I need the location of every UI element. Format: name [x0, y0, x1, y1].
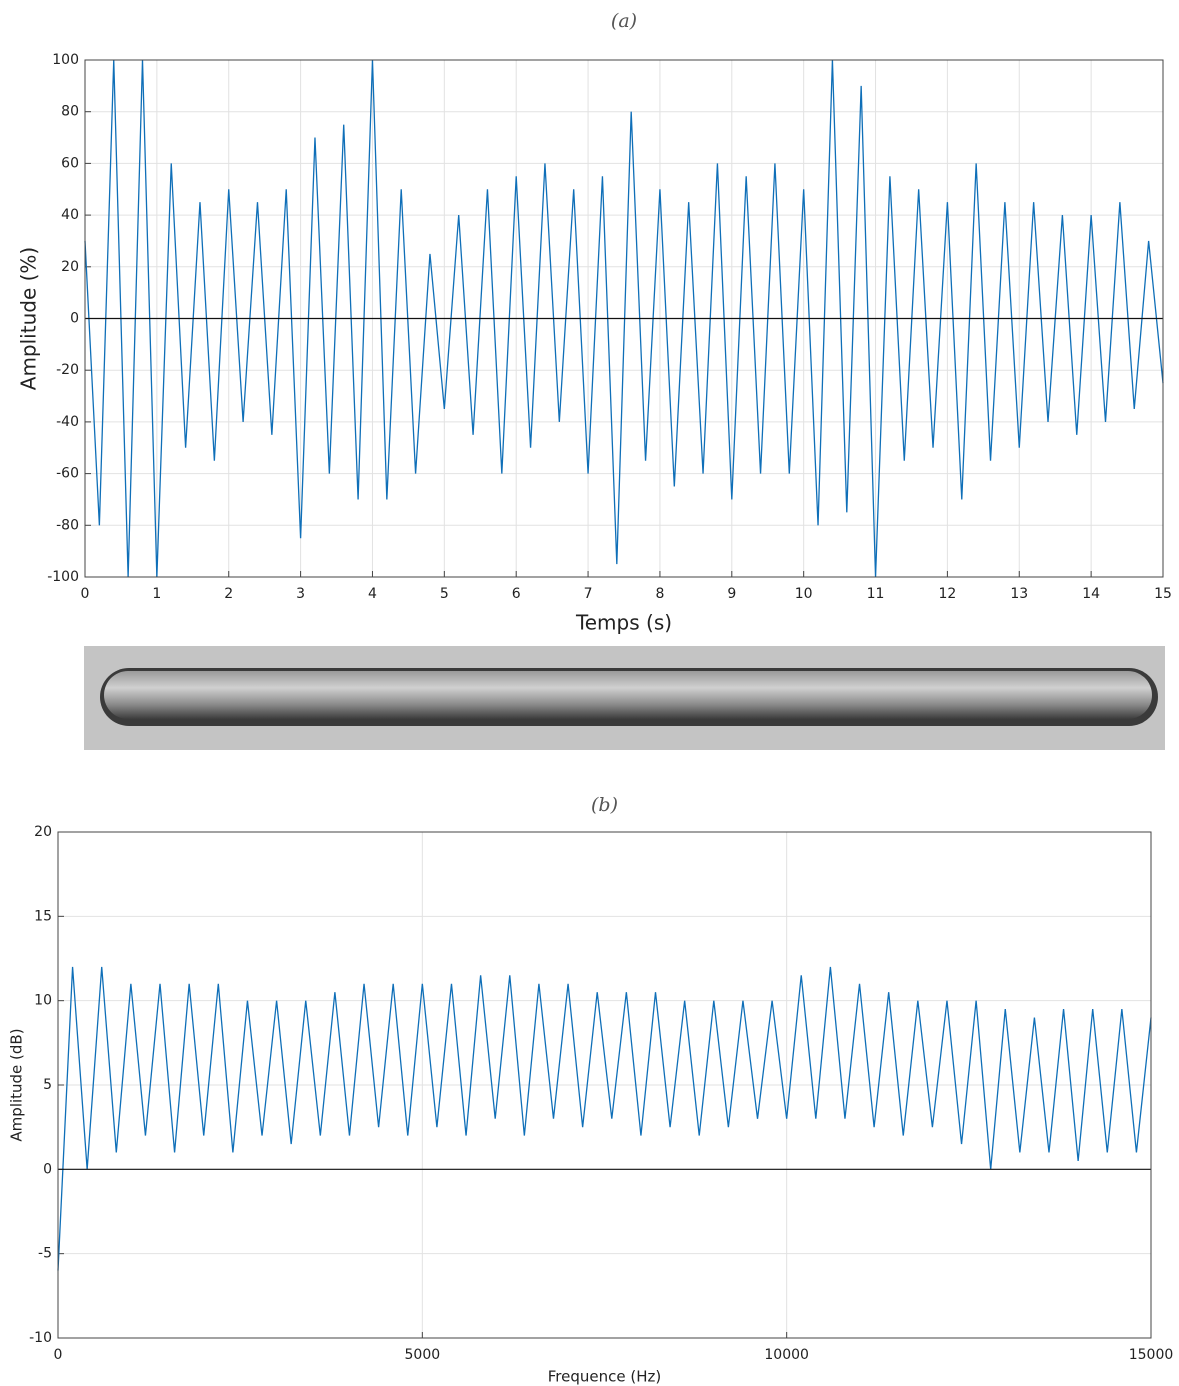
y-tick-label: 5: [43, 1077, 52, 1093]
y-axis-label: Amplitude (dB): [8, 1028, 26, 1141]
y-tick-label: 0: [43, 1161, 52, 1177]
x-tick-label: 1: [152, 586, 161, 602]
y-tick-label: 60: [61, 155, 79, 171]
y-tick-label: 15: [34, 908, 52, 924]
y-tick-label: -40: [56, 414, 79, 430]
plot-frame: [57, 831, 1152, 1339]
x-tick-label: 0: [54, 1347, 63, 1363]
y-tick-label: 20: [34, 824, 52, 840]
y-tick-label: -60: [56, 466, 79, 482]
signal-line: [57, 966, 1152, 1271]
y-tick-label: -10: [29, 1330, 52, 1346]
y-tick-label: 80: [61, 104, 79, 120]
y-tick-label: -100: [47, 569, 79, 585]
chart-title: (a): [611, 10, 637, 32]
plot-frame: [84, 59, 1164, 578]
x-tick-label: 10000: [764, 1347, 809, 1363]
y-tick-label: 10: [34, 993, 52, 1009]
y-tick-label: 20: [61, 259, 79, 275]
x-tick-label: 15: [1154, 586, 1172, 602]
x-tick-label: 11: [867, 586, 885, 602]
x-tick-label: 13: [1010, 586, 1028, 602]
x-tick-label: 0: [81, 586, 90, 602]
y-tick-label: -20: [56, 362, 79, 378]
x-tick-label: 7: [584, 586, 593, 602]
x-tick-label: 5000: [405, 1347, 441, 1363]
x-tick-label: 3: [296, 586, 305, 602]
chart-title: (b): [591, 794, 618, 816]
x-tick-label: 8: [655, 586, 664, 602]
x-tick-label: 10: [795, 586, 813, 602]
x-tick-label: 15000: [1129, 1347, 1174, 1363]
x-tick-label: 6: [512, 586, 521, 602]
x-tick-label: 5: [440, 586, 449, 602]
x-tick-label: 14: [1082, 586, 1100, 602]
weld-photo: [84, 646, 1165, 750]
y-tick-label: -5: [38, 1246, 52, 1262]
y-tick-label: 100: [52, 52, 79, 68]
y-tick-label: -80: [56, 517, 79, 533]
x-axis-label: Frequence (Hz): [548, 1368, 661, 1386]
y-tick-label: 40: [61, 207, 79, 223]
x-tick-label: 2: [224, 586, 233, 602]
x-tick-label: 4: [368, 586, 377, 602]
y-axis-label: Amplitude (%): [17, 247, 41, 390]
x-tick-label: 9: [727, 586, 736, 602]
x-axis-label: Temps (s): [575, 611, 672, 635]
y-tick-label: 0: [70, 311, 79, 327]
x-tick-label: 12: [938, 586, 956, 602]
